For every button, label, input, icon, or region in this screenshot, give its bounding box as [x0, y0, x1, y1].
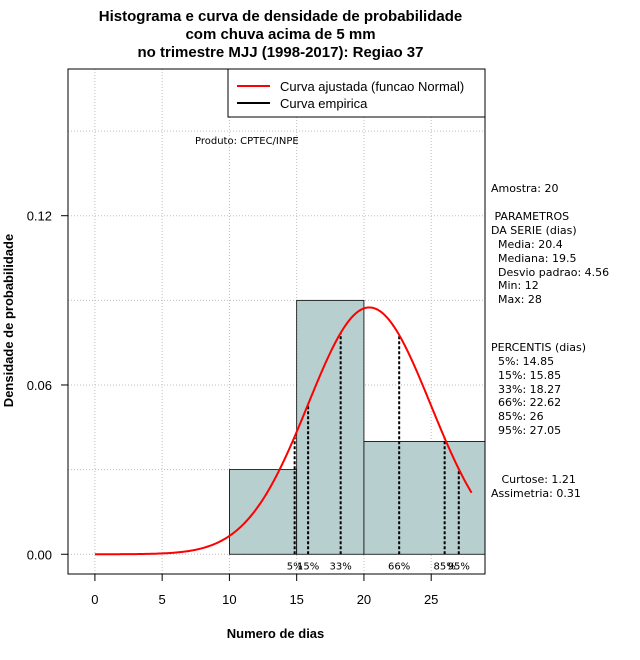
histogram-bar [363, 441, 486, 555]
percentiles-header: PERCENTIS (dias) [491, 341, 587, 354]
legend: Curva ajustada (funcao Normal) Curva empi… [227, 68, 486, 118]
title-line: com chuva acima de 5 mm [185, 26, 375, 43]
x-tick-label: 15 [289, 592, 303, 607]
normal-curve [94, 306, 473, 556]
y-tick-label: 0.06 [27, 378, 52, 393]
legend-box [227, 68, 486, 118]
title-line: Histograma e curva de densidade de proba… [99, 8, 462, 25]
product-label: Produto: CPTEC/INPE [195, 136, 299, 147]
y-tick-label: 0.00 [27, 547, 52, 562]
x-tick-label: 20 [357, 592, 371, 607]
x-tick-label: 10 [222, 592, 236, 607]
percentile-label: 95% [448, 561, 470, 572]
skewness: Assimetria: 0.31 [491, 487, 581, 500]
histogram-bar [296, 299, 365, 555]
sample-size: Amostra: 20 [491, 182, 559, 195]
normal-curve-line [94, 306, 473, 556]
x-tick-label: 0 [91, 592, 98, 607]
legend-label: Curva ajustada (funcao Normal) [280, 79, 464, 94]
parameters-values: Media: 20.4 Mediana: 19.5 Desvio padrao:… [497, 238, 610, 307]
percentiles-values: 5%: 14.85 15%: 15.85 33%: 18.27 66%: 22.… [497, 355, 562, 437]
title-line: no trimestre MJJ (1998-2017): Regiao 37 [138, 44, 424, 61]
legend-label: Curva empirica [280, 96, 368, 111]
parameters-header: PARAMETROS DA SERIE (dias) [491, 210, 577, 237]
x-tick-label: 5 [159, 592, 166, 607]
percentile-label: 33% [330, 561, 352, 572]
percentile-label: 15% [297, 561, 319, 572]
y-tick-label: 0.12 [27, 209, 52, 224]
percentile-label: 85% [434, 561, 456, 572]
percentile-label: 66% [388, 561, 410, 572]
chart-title: Histograma e curva de densidade de proba… [99, 8, 462, 61]
percentile-lines: 5%15% 33% 66% 85%95% [287, 332, 470, 572]
percentile-label: 5% [287, 561, 303, 572]
kurtosis: Curtose: 1.21 [491, 473, 576, 486]
x-tick-label: 25 [424, 592, 438, 607]
axes: 0 5 10 15 20 25 0.00 0.06 0.12 Numero de dias Dens… [1, 209, 438, 641]
y-axis-title: Densidade de probabilidade [1, 234, 16, 407]
x-axis-title: Numero de dias [227, 626, 325, 641]
histogram-bar [229, 469, 298, 555]
histogram-bars [229, 299, 486, 555]
